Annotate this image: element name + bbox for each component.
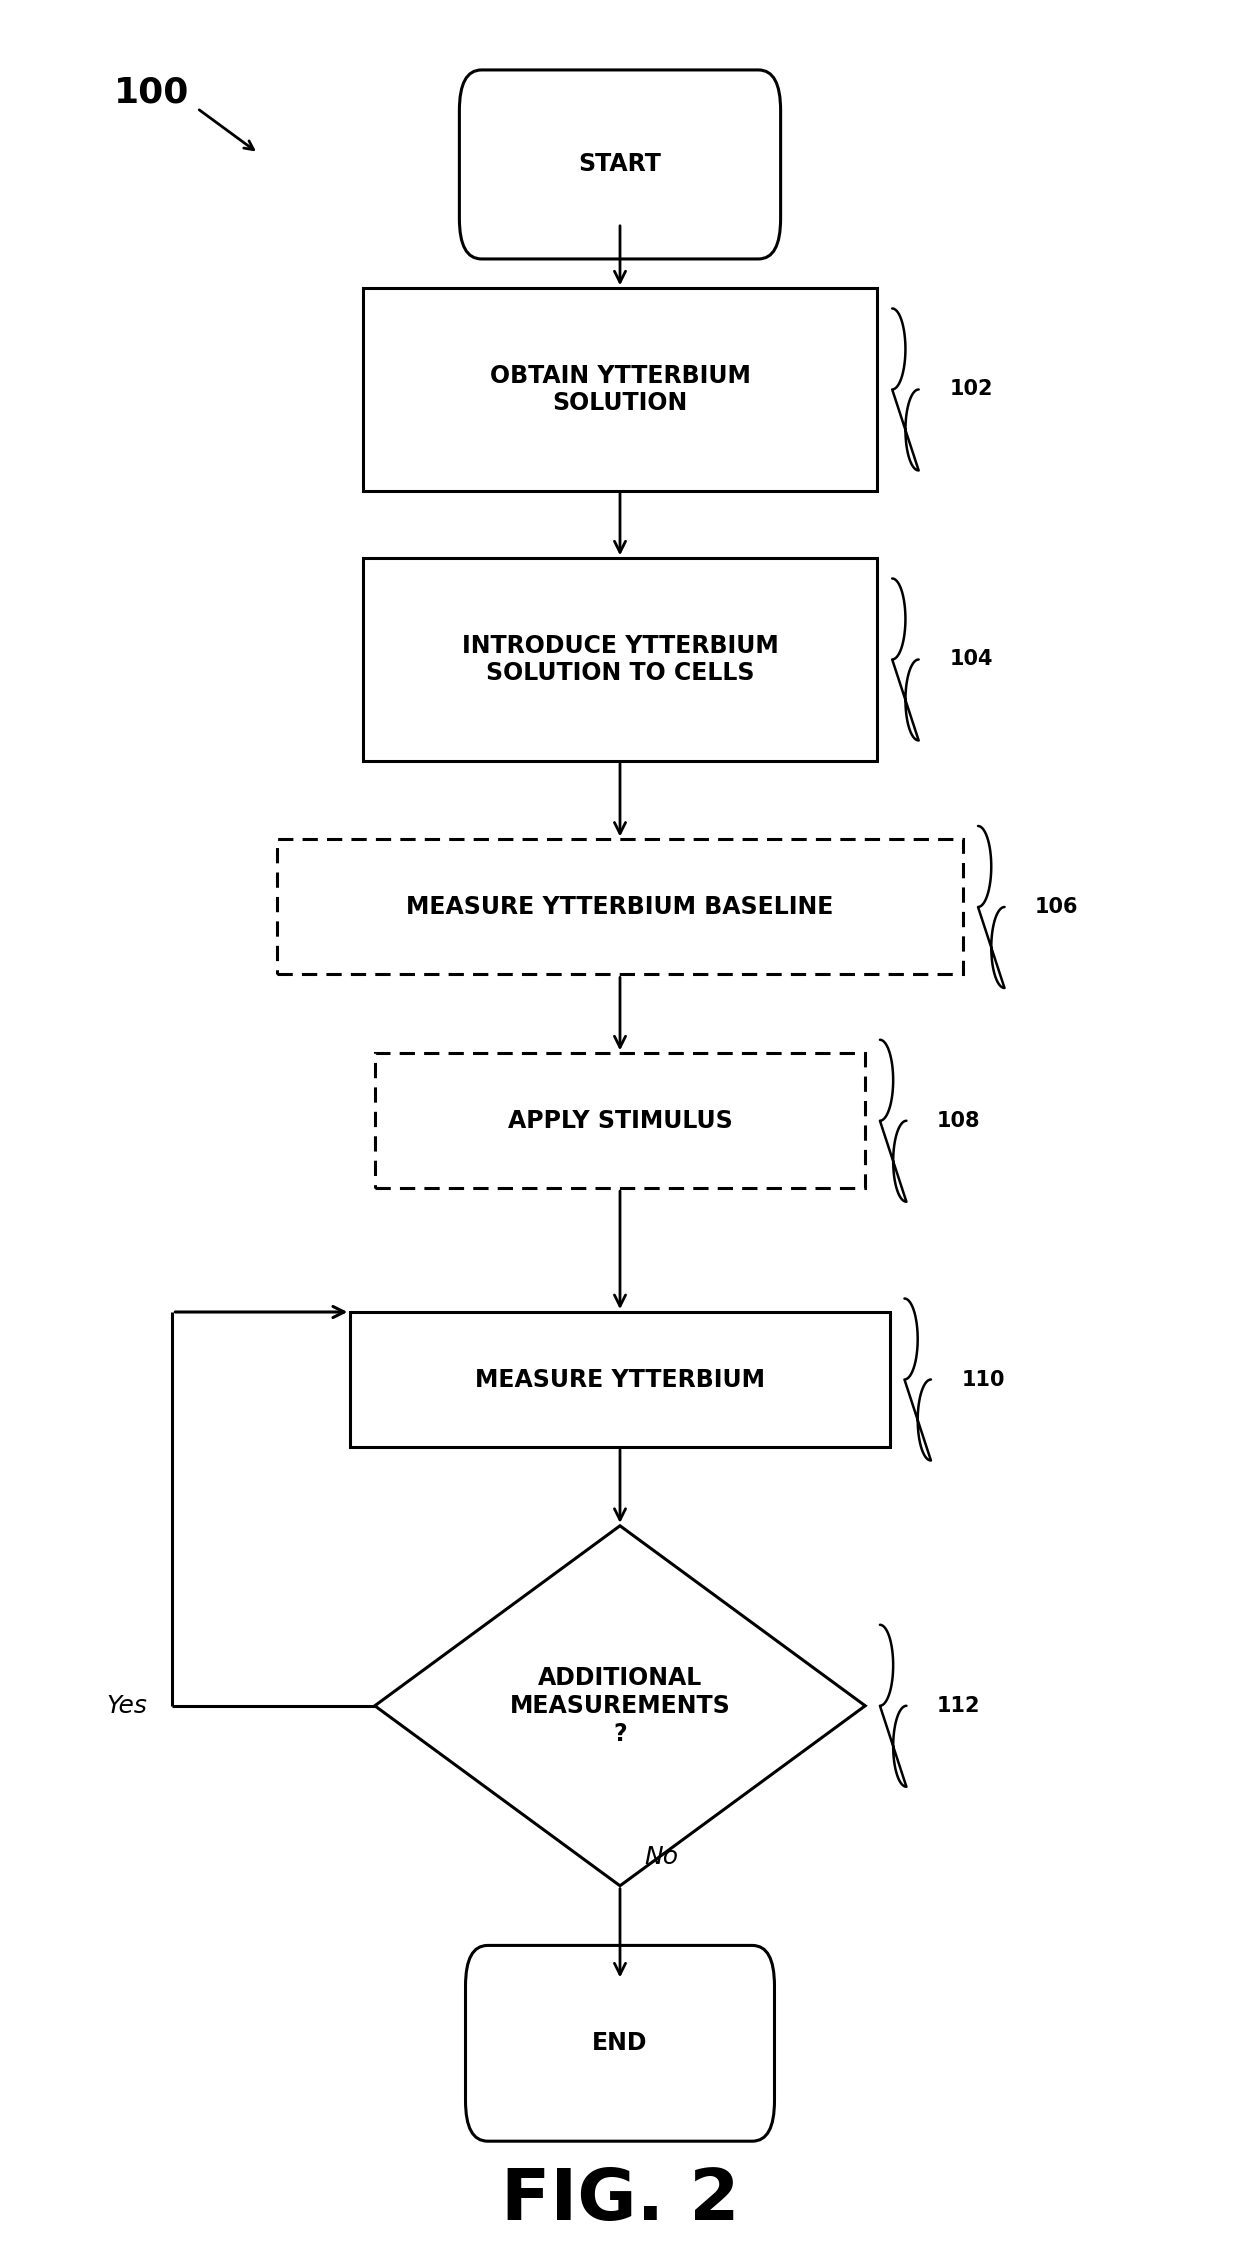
Text: INTRODUCE YTTERBIUM
SOLUTION TO CELLS: INTRODUCE YTTERBIUM SOLUTION TO CELLS [461, 634, 779, 686]
Text: ADDITIONAL
MEASUREMENTS
?: ADDITIONAL MEASUREMENTS ? [510, 1666, 730, 1746]
Text: OBTAIN YTTERBIUM
SOLUTION: OBTAIN YTTERBIUM SOLUTION [490, 365, 750, 414]
Bar [362, 559, 878, 761]
Text: MEASURE YTTERBIUM BASELINE: MEASURE YTTERBIUM BASELINE [407, 894, 833, 919]
Polygon shape [374, 1526, 866, 1886]
Text: 106: 106 [1035, 897, 1079, 917]
Text: 110: 110 [961, 1370, 1006, 1390]
Text: APPLY STIMULUS: APPLY STIMULUS [507, 1109, 733, 1132]
Text: Yes: Yes [107, 1693, 148, 1718]
FancyBboxPatch shape [465, 1945, 775, 2142]
Text: FIG. 2: FIG. 2 [501, 2167, 739, 2235]
Text: 100: 100 [114, 75, 190, 109]
Bar [350, 1313, 890, 1447]
Bar [374, 1053, 866, 1189]
Text: START: START [579, 152, 661, 177]
Bar [362, 288, 878, 491]
Text: MEASURE YTTERBIUM: MEASURE YTTERBIUM [475, 1367, 765, 1392]
Text: END: END [593, 2031, 647, 2056]
Text: 108: 108 [937, 1112, 981, 1130]
FancyBboxPatch shape [459, 70, 781, 258]
Text: 104: 104 [950, 650, 993, 670]
Text: No: No [645, 1845, 678, 1868]
Text: 112: 112 [937, 1696, 981, 1716]
Text: 102: 102 [950, 380, 993, 398]
Bar [277, 840, 963, 974]
